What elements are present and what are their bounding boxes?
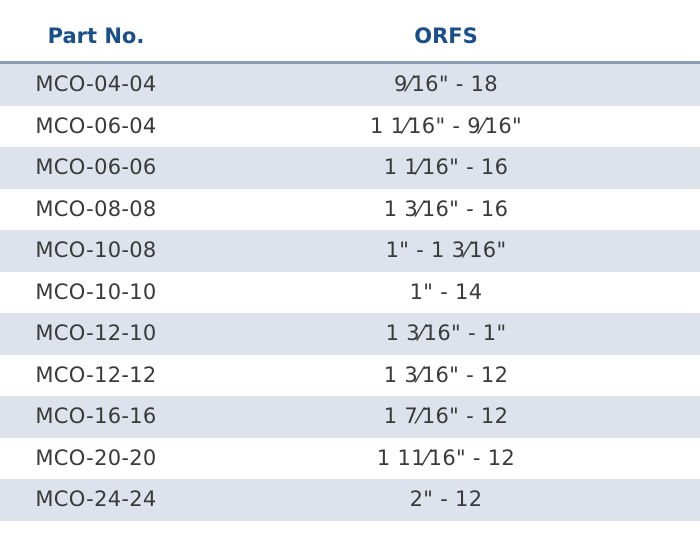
table-header: Part No. ORFS	[0, 0, 700, 64]
orfs-cell: 1" - 14	[409, 279, 483, 304]
table-row: MCO-12-12 1 3⁄16" - 12	[0, 355, 700, 397]
part-no-cell: MCO-12-12	[35, 362, 157, 387]
header-orfs: ORFS	[414, 23, 478, 48]
orfs-cell: 1 11⁄16" - 12	[376, 445, 516, 470]
part-no-cell: MCO-10-08	[35, 238, 157, 262]
orfs-cell: 9⁄16" - 18	[394, 72, 498, 96]
orfs-cell: 1 1⁄16" - 9⁄16"	[370, 113, 522, 138]
part-no-cell: MCO-24-24	[35, 487, 157, 511]
part-no-cell: MCO-20-20	[35, 445, 157, 470]
part-no-cell: MCO-04-04	[35, 72, 157, 96]
table-row: MCO-16-16 1 7⁄16" - 12	[0, 396, 700, 438]
table-row: MCO-06-06 1 1⁄16" - 16	[0, 147, 700, 189]
part-no-cell: MCO-06-04	[35, 113, 157, 138]
orfs-cell: 1" - 1 3⁄16"	[385, 238, 507, 262]
orfs-cell: 1 3⁄16" - 12	[383, 362, 509, 387]
table-row: MCO-20-20 1 11⁄16" - 12	[0, 438, 700, 480]
orfs-cell: 1 3⁄16" - 16	[383, 196, 509, 221]
orfs-cell: 1 3⁄16" - 1"	[385, 321, 507, 345]
table-row: MCO-10-08 1" - 1 3⁄16"	[0, 230, 700, 272]
table-row: MCO-04-04 9⁄16" - 18	[0, 64, 700, 106]
orfs-cell: 1 1⁄16" - 16	[383, 155, 509, 179]
table-row: MCO-08-08 1 3⁄16" - 16	[0, 189, 700, 231]
orfs-cell: 1 7⁄16" - 12	[383, 404, 509, 428]
table-body: MCO-04-04 9⁄16" - 18 MCO-06-04 1 1⁄16" -…	[0, 64, 700, 521]
table-row: MCO-06-04 1 1⁄16" - 9⁄16"	[0, 106, 700, 148]
part-no-cell: MCO-08-08	[35, 196, 157, 221]
part-no-cell: MCO-06-06	[35, 155, 157, 179]
part-no-cell: MCO-16-16	[35, 404, 157, 428]
part-no-cell: MCO-10-10	[35, 279, 157, 304]
orfs-cell: 2" - 12	[409, 487, 483, 511]
header-part-no: Part No.	[47, 23, 145, 48]
table-row: MCO-12-10 1 3⁄16" - 1"	[0, 313, 700, 355]
part-no-cell: MCO-12-10	[35, 321, 157, 345]
table-row: MCO-10-10 1" - 14	[0, 272, 700, 314]
table-row: MCO-24-24 2" - 12	[0, 479, 700, 521]
